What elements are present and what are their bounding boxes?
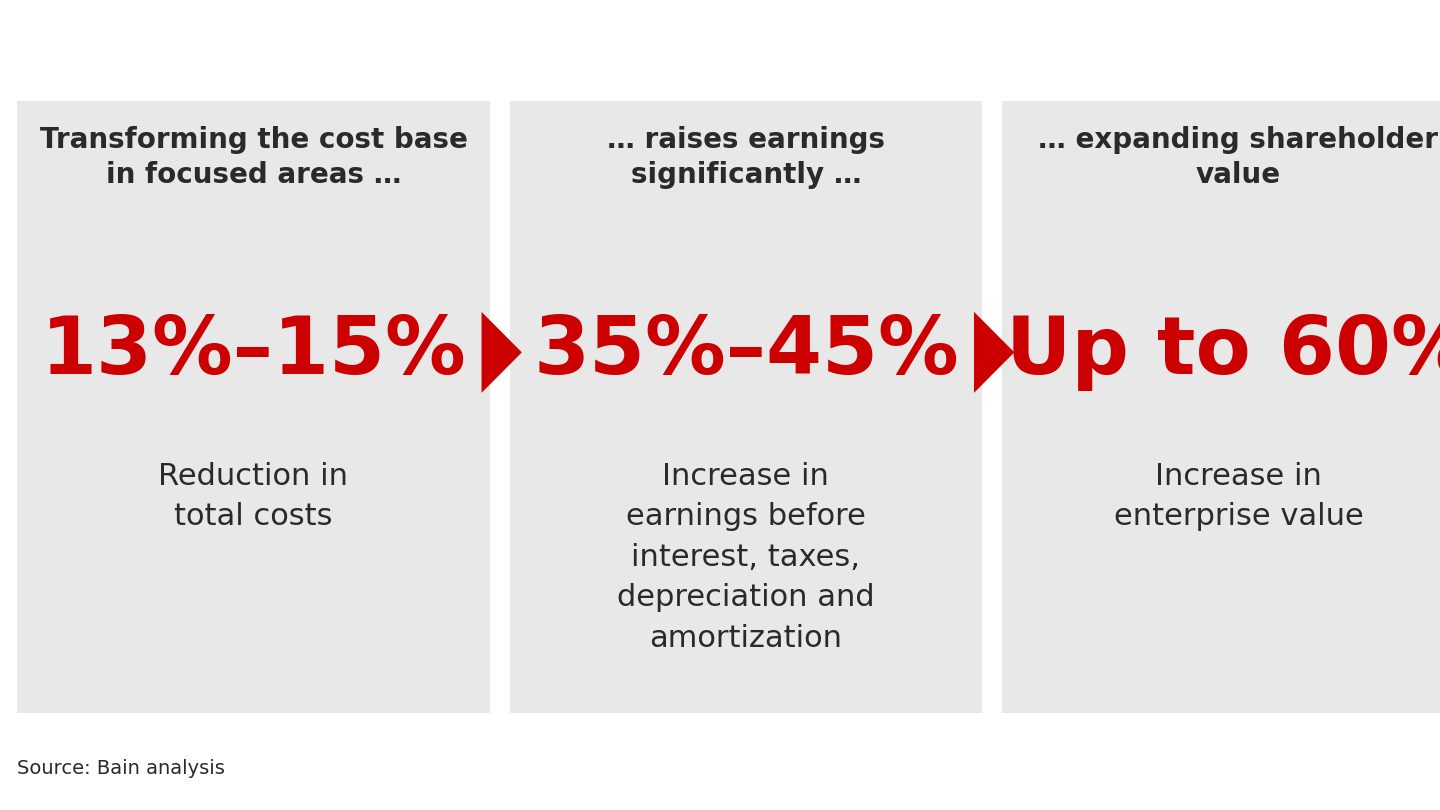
Bar xyxy=(1002,101,1440,713)
Text: Reduction in
total costs: Reduction in total costs xyxy=(158,462,348,531)
Bar xyxy=(17,101,490,713)
Polygon shape xyxy=(973,312,1014,393)
Text: 35%–45%: 35%–45% xyxy=(533,313,959,391)
Text: … raises earnings
significantly …: … raises earnings significantly … xyxy=(606,126,886,190)
Text: Up to 60%: Up to 60% xyxy=(1005,313,1440,391)
Polygon shape xyxy=(481,312,521,393)
Bar xyxy=(510,101,982,713)
Text: Transforming the cost base
in focused areas …: Transforming the cost base in focused ar… xyxy=(39,126,468,190)
Text: … expanding shareholder
value: … expanding shareholder value xyxy=(1038,126,1439,190)
Text: Source: Bain analysis: Source: Bain analysis xyxy=(17,759,225,778)
Text: 13%–15%: 13%–15% xyxy=(40,313,467,391)
Text: Increase in
enterprise value: Increase in enterprise value xyxy=(1113,462,1364,531)
Text: Increase in
earnings before
interest, taxes,
depreciation and
amortization: Increase in earnings before interest, ta… xyxy=(618,462,874,653)
